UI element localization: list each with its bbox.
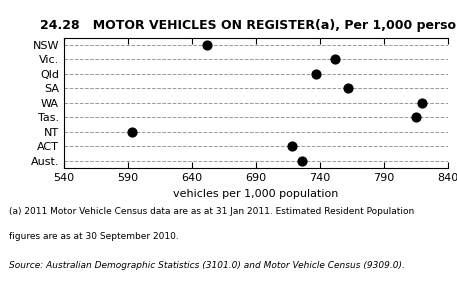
X-axis label: vehicles per 1,000 population: vehicles per 1,000 population (173, 188, 339, 199)
Point (345, 86, 352, 91)
Point (412, 115, 420, 120)
Point (313, 72, 320, 76)
Point (298, 159, 306, 163)
Title: 24.28   MOTOR VEHICLES ON REGISTER(a), Per 1,000 persons: 24.28 MOTOR VEHICLES ON REGISTER(a), Per… (40, 19, 457, 32)
Point (288, 144, 295, 149)
Point (204, 43, 211, 47)
Point (128, 130, 135, 134)
Text: (a) 2011 Motor Vehicle Census data are as at 31 Jan 2011. Estimated Resident Pop: (a) 2011 Motor Vehicle Census data are a… (9, 207, 414, 216)
Point (419, 101, 426, 105)
Text: Source: Australian Demographic Statistics (3101.0) and Motor Vehicle Census (930: Source: Australian Demographic Statistic… (9, 261, 405, 270)
Text: figures are as at 30 September 2010.: figures are as at 30 September 2010. (9, 232, 179, 241)
Point (332, 57, 339, 62)
